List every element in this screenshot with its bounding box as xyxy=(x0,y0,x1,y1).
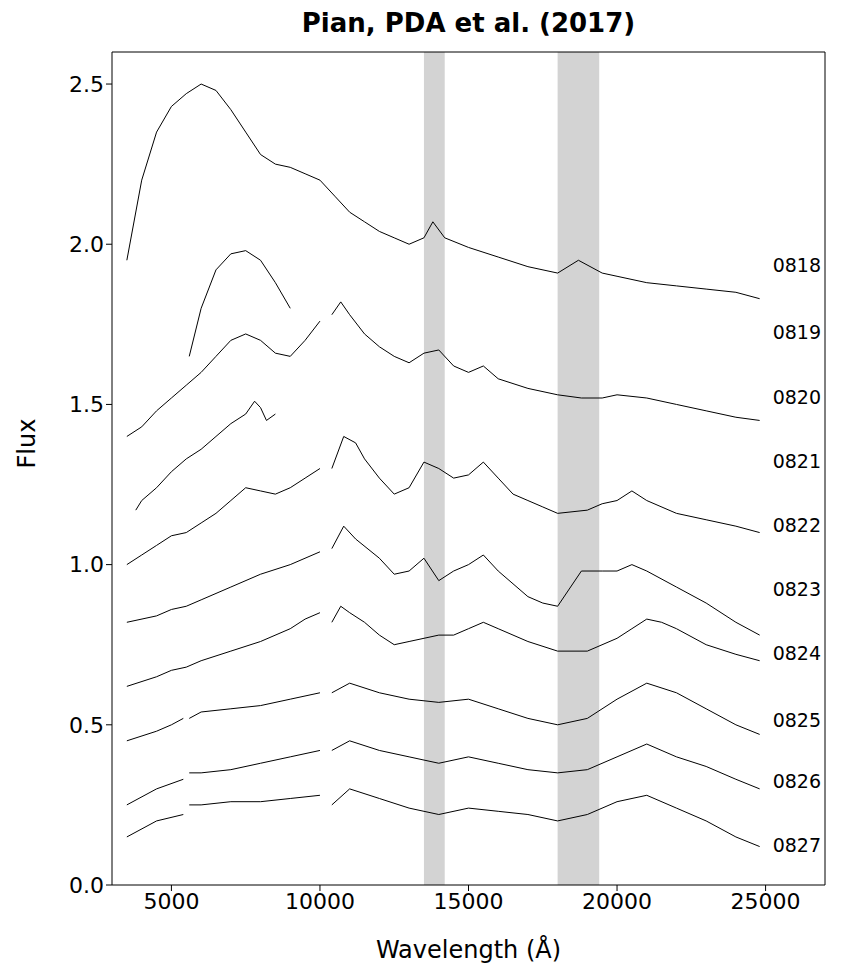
svg-text:2.0: 2.0 xyxy=(69,232,104,257)
svg-text:15000: 15000 xyxy=(434,889,504,914)
svg-text:0819: 0819 xyxy=(773,321,821,343)
html-text:Pian, PDA et al. (2017): Pian, PDA et al. (2017) xyxy=(301,8,636,38)
svg-text:0822: 0822 xyxy=(773,514,821,536)
svg-text:0820: 0820 xyxy=(773,386,821,408)
svg-text:0826: 0826 xyxy=(773,770,821,792)
svg-text:0821: 0821 xyxy=(773,450,821,472)
svg-text:1.5: 1.5 xyxy=(69,392,104,417)
svg-text:2.5: 2.5 xyxy=(69,72,104,97)
svg-text:10000: 10000 xyxy=(285,889,355,914)
svg-text:0827: 0827 xyxy=(773,834,821,856)
svg-text:Wavelength (Å): Wavelength (Å) xyxy=(376,935,561,964)
svg-text:5000: 5000 xyxy=(143,889,199,914)
svg-text:0818: 0818 xyxy=(773,254,821,276)
svg-text:0.0: 0.0 xyxy=(69,873,104,898)
svg-text:0823: 0823 xyxy=(773,578,821,600)
svg-text:0824: 0824 xyxy=(773,642,821,664)
svg-text:0825: 0825 xyxy=(773,709,821,731)
svg-text:Flux: Flux xyxy=(13,419,41,469)
svg-text:25000: 25000 xyxy=(731,889,801,914)
svg-text:20000: 20000 xyxy=(582,889,652,914)
svg-text:1.0: 1.0 xyxy=(69,552,104,577)
svg-text:0.5: 0.5 xyxy=(69,713,104,738)
